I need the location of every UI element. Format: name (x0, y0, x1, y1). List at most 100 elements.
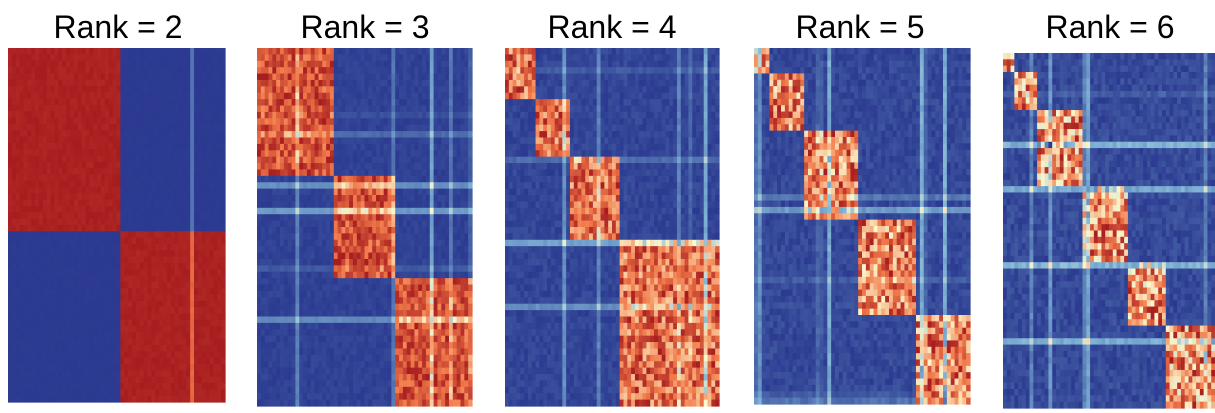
heatmap-cell (422, 220, 427, 228)
heatmap-cell (108, 231, 114, 239)
heatmap-cell (437, 246, 442, 254)
heatmap-cell (213, 155, 218, 163)
heatmap-cell (217, 48, 222, 55)
heatmap-cell (27, 275, 32, 283)
heatmap-cell (50, 269, 56, 277)
heatmap-cell (205, 281, 211, 289)
heatmap-cell (287, 227, 293, 234)
heatmap-cell (276, 214, 281, 222)
heatmap-cell (201, 269, 207, 277)
heatmap-cell (217, 237, 222, 245)
heatmap-cell (383, 79, 389, 87)
heatmap-cell (414, 175, 419, 183)
heatmap-cell (155, 66, 160, 74)
heatmap-cell (422, 143, 427, 151)
heatmap-cell (178, 136, 183, 144)
heatmap-cell (333, 60, 339, 68)
heatmap-cell (372, 143, 377, 151)
heatmap-cell (260, 92, 266, 100)
heatmap-cell (387, 99, 392, 107)
heatmap-cell (260, 163, 266, 171)
heatmap-cell (8, 117, 13, 125)
heatmap-cell (190, 123, 195, 131)
heatmap-cell (170, 294, 176, 302)
heatmap-cell (314, 86, 320, 94)
heatmap-cell (27, 104, 32, 112)
heatmap-cell (178, 269, 183, 277)
heatmap-cell (73, 168, 79, 176)
heatmap-cell (62, 326, 67, 334)
heatmap-cell (460, 175, 465, 183)
heatmap-cell (441, 86, 446, 94)
heatmap-cell (376, 214, 381, 222)
heatmap-cell (155, 117, 160, 125)
heatmap-cell (15, 180, 21, 188)
heatmap-cell (383, 239, 389, 247)
heatmap-cell (147, 60, 152, 68)
heatmap-cell (143, 364, 149, 371)
heatmap-cell (276, 137, 281, 145)
heatmap-cell (147, 149, 152, 157)
heatmap-cell (283, 195, 289, 203)
heatmap-cell (143, 281, 149, 289)
heatmap-cell (356, 137, 362, 145)
heatmap-cell (352, 79, 358, 87)
heatmap-cell (299, 92, 304, 100)
heatmap-cell (101, 92, 106, 100)
heatmap-cell (197, 351, 203, 359)
heatmap-cell (178, 142, 183, 150)
heatmap-cell (356, 79, 362, 87)
heatmap-cell (31, 111, 36, 119)
heatmap-cell (31, 180, 36, 188)
heatmap-cell (97, 149, 102, 157)
heatmap-cell (352, 233, 358, 241)
heatmap-cell (205, 142, 211, 150)
heatmap-cell (135, 262, 141, 270)
heatmap-cell (322, 131, 327, 139)
heatmap-cell (433, 124, 439, 132)
heatmap-cell (406, 163, 412, 171)
heatmap-cell (452, 150, 458, 158)
heatmap-cell (217, 149, 222, 157)
heatmap-cell (159, 92, 164, 100)
heatmap-cell (66, 332, 71, 340)
heatmap-cell (314, 214, 320, 222)
heatmap-cell (395, 67, 400, 75)
heatmap-cell (11, 313, 17, 321)
heatmap-cell (209, 187, 214, 194)
heatmap-cell (213, 319, 218, 327)
heatmap-cell (54, 60, 59, 68)
heatmap-cell (108, 130, 114, 138)
heatmap-cell (372, 252, 377, 260)
heatmap-cell (303, 92, 308, 100)
heatmap-cell (456, 214, 462, 222)
heatmap-cell (257, 105, 262, 113)
heatmap-cell (139, 281, 145, 289)
heatmap-cell (178, 180, 183, 188)
heatmap-cell (27, 237, 32, 245)
heatmap-cell (468, 195, 473, 203)
heatmap-cell (399, 207, 404, 215)
heatmap-cell (280, 207, 285, 215)
heatmap-cell (128, 111, 133, 119)
heatmap-cell (186, 376, 191, 384)
heatmap-cell (425, 169, 431, 177)
heatmap-cell (372, 188, 377, 196)
heatmap-cell (460, 239, 465, 247)
heatmap-cell (329, 246, 335, 254)
heatmap-cell (58, 193, 63, 201)
heatmap-cell (452, 79, 458, 87)
heatmap-cell (287, 105, 293, 113)
heatmap-cell (383, 227, 389, 234)
heatmap-cell (186, 307, 191, 315)
heatmap-cell (116, 319, 121, 327)
heatmap-cell (66, 104, 71, 112)
heatmap-cell (452, 195, 458, 203)
heatmap-cell (345, 227, 350, 234)
heatmap-cell (448, 73, 454, 81)
heatmap-cell (27, 142, 32, 150)
heatmap-cell (77, 136, 83, 144)
heatmap-cell (23, 231, 28, 239)
heatmap-cell (159, 395, 164, 403)
heatmap-cell (104, 212, 110, 220)
